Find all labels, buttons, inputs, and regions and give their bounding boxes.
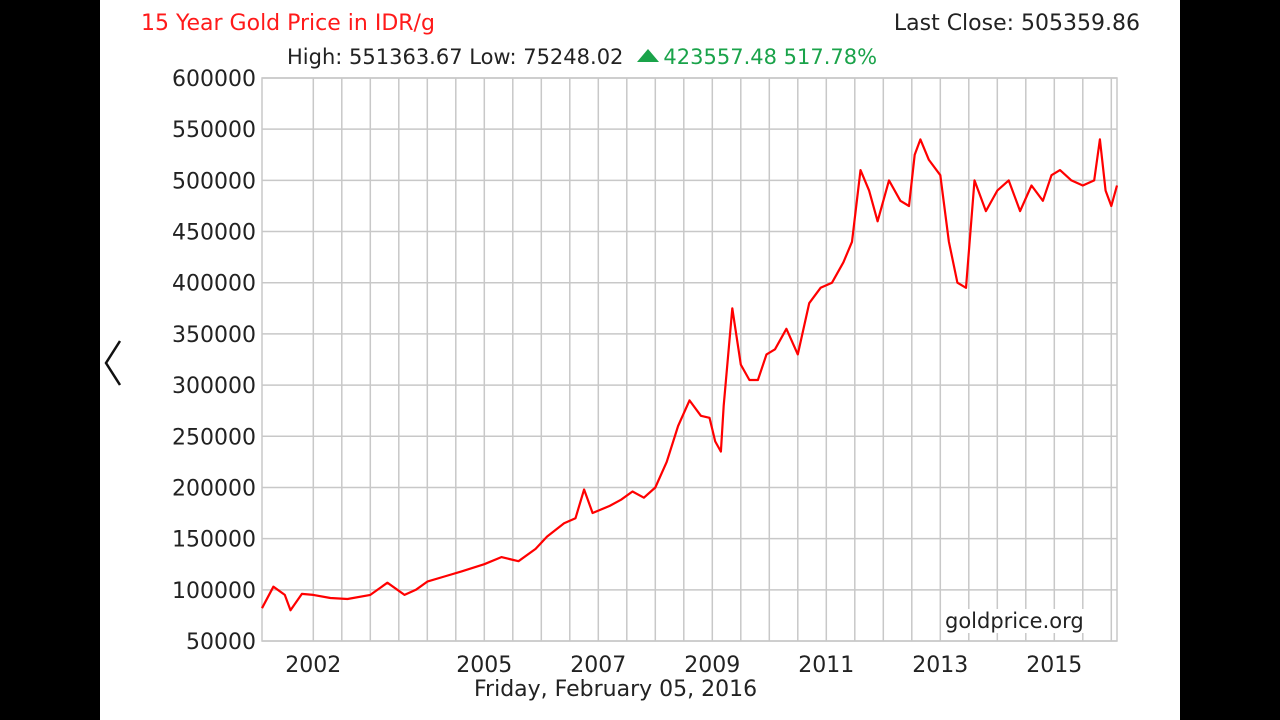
x-tick-label: 2009 [684, 653, 740, 678]
y-tick-label: 150000 [172, 528, 256, 553]
y-tick-label: 300000 [172, 374, 256, 399]
x-tick-label: 2005 [456, 653, 512, 678]
y-tick-label: 400000 [172, 272, 256, 297]
gridlines [261, 77, 1118, 642]
price-line [261, 138, 1119, 612]
y-tick-label: 500000 [172, 169, 256, 194]
price-change: 423557.48 517.78% [663, 45, 878, 69]
prev-chart-button[interactable] [100, 333, 130, 393]
y-tick-label: 50000 [186, 630, 256, 655]
high-low: High: 551363.67 Low: 75248.02 [287, 45, 624, 69]
y-tick-label: 450000 [172, 221, 256, 246]
x-tick-label: 2002 [285, 653, 341, 678]
x-tick-label: 2007 [570, 653, 626, 678]
last-close: Last Close: 505359.86 [893, 11, 1140, 36]
x-tick-label: 2013 [912, 653, 968, 678]
plot-border [261, 77, 1118, 642]
chart-panel [100, 0, 1180, 720]
chevron-left-icon [104, 340, 122, 386]
watermark: goldprice.org [945, 609, 1084, 633]
series [261, 138, 1119, 612]
y-tick-label: 200000 [172, 476, 256, 501]
y-tick-label: 550000 [172, 118, 256, 143]
chart-title: 15 Year Gold Price in IDR/g [141, 11, 435, 36]
x-tick-label: 2011 [798, 653, 854, 678]
y-tick-label: 100000 [172, 579, 256, 604]
price-stats: High: 551363.67 Low: 75248.02 423557.48 5… [287, 45, 877, 69]
x-tick-label: 2015 [1026, 653, 1082, 678]
y-tick-label: 350000 [172, 323, 256, 348]
x-axis-ticks: 2002 2005 2007 2009 2011 2013 2015 [285, 653, 1082, 678]
chart-date: Friday, February 05, 2016 [474, 677, 758, 702]
y-axis-ticks: 50000 100000 150000 200000 250000 300000 35000… [172, 67, 256, 655]
y-tick-label: 250000 [172, 425, 256, 450]
up-arrow-icon [637, 49, 660, 62]
y-tick-label: 600000 [172, 67, 256, 92]
